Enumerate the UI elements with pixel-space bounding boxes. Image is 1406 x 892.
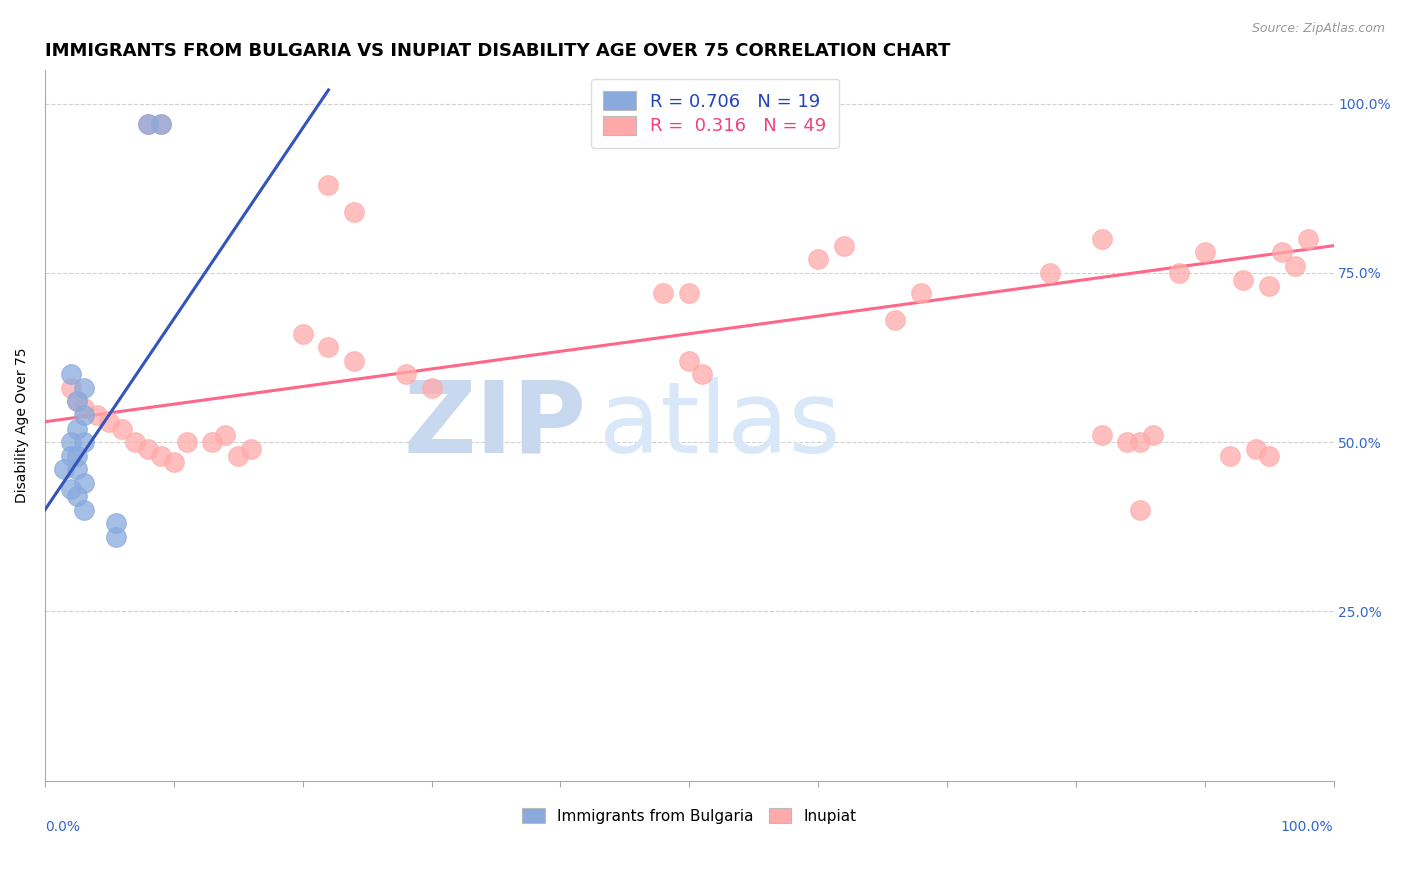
Point [1284, 259, 1306, 273]
Point [72, 475, 94, 490]
Point [318, 178, 340, 192]
Point [910, 286, 932, 301]
Text: 0.0%: 0.0% [45, 820, 80, 834]
Point [66, 449, 89, 463]
Point [395, 368, 418, 382]
Point [72, 381, 94, 395]
Point [1090, 232, 1112, 246]
Point [53, 462, 76, 476]
Point [1244, 442, 1267, 456]
Point [1194, 245, 1216, 260]
Point [1258, 279, 1281, 293]
Text: IMMIGRANTS FROM BULGARIA VS INUPIAT DISABILITY AGE OVER 75 CORRELATION CHART: IMMIGRANTS FROM BULGARIA VS INUPIAT DISA… [45, 42, 950, 60]
Point [72, 435, 94, 450]
Point [201, 435, 224, 450]
Point [66, 489, 89, 503]
Point [420, 381, 443, 395]
Point [1271, 245, 1294, 260]
Point [1167, 266, 1189, 280]
Point [136, 117, 159, 131]
Point [59, 368, 82, 382]
Point [1142, 428, 1164, 442]
Point [104, 530, 127, 544]
Point [59, 435, 82, 450]
Point [149, 449, 172, 463]
Point [214, 428, 236, 442]
Point [163, 455, 186, 469]
Text: atlas: atlas [599, 376, 841, 474]
Text: 100.0%: 100.0% [1281, 820, 1333, 834]
Point [832, 238, 855, 252]
Point [1090, 428, 1112, 442]
Point [343, 353, 366, 368]
Point [690, 368, 713, 382]
Point [176, 435, 198, 450]
Point [59, 483, 82, 497]
Point [1219, 449, 1241, 463]
Point [652, 286, 675, 301]
Point [1232, 272, 1254, 286]
Point [149, 117, 172, 131]
Point [226, 449, 249, 463]
Point [343, 204, 366, 219]
Point [124, 435, 146, 450]
Point [72, 401, 94, 416]
Point [1258, 449, 1281, 463]
Point [136, 117, 159, 131]
Point [1129, 502, 1152, 516]
Point [149, 117, 172, 131]
Y-axis label: Disability Age Over 75: Disability Age Over 75 [15, 347, 30, 503]
Point [66, 394, 89, 409]
Point [318, 340, 340, 354]
Point [1039, 266, 1062, 280]
Point [59, 449, 82, 463]
Point [111, 421, 134, 435]
Point [136, 442, 159, 456]
Point [72, 408, 94, 422]
Point [807, 252, 830, 267]
Point [291, 326, 314, 341]
Text: ZIP: ZIP [404, 376, 586, 474]
Point [104, 516, 127, 531]
Legend: Immigrants from Bulgaria, Inupiat: Immigrants from Bulgaria, Inupiat [516, 802, 863, 830]
Point [66, 394, 89, 409]
Point [678, 286, 700, 301]
Text: Source: ZipAtlas.com: Source: ZipAtlas.com [1251, 22, 1385, 36]
Point [1116, 435, 1139, 450]
Point [884, 313, 907, 327]
Point [66, 421, 89, 435]
Point [98, 415, 121, 429]
Point [1296, 232, 1319, 246]
Point [240, 442, 263, 456]
Point [66, 462, 89, 476]
Point [1129, 435, 1152, 450]
Point [86, 408, 108, 422]
Point [59, 381, 82, 395]
Point [72, 502, 94, 516]
Point [678, 353, 700, 368]
